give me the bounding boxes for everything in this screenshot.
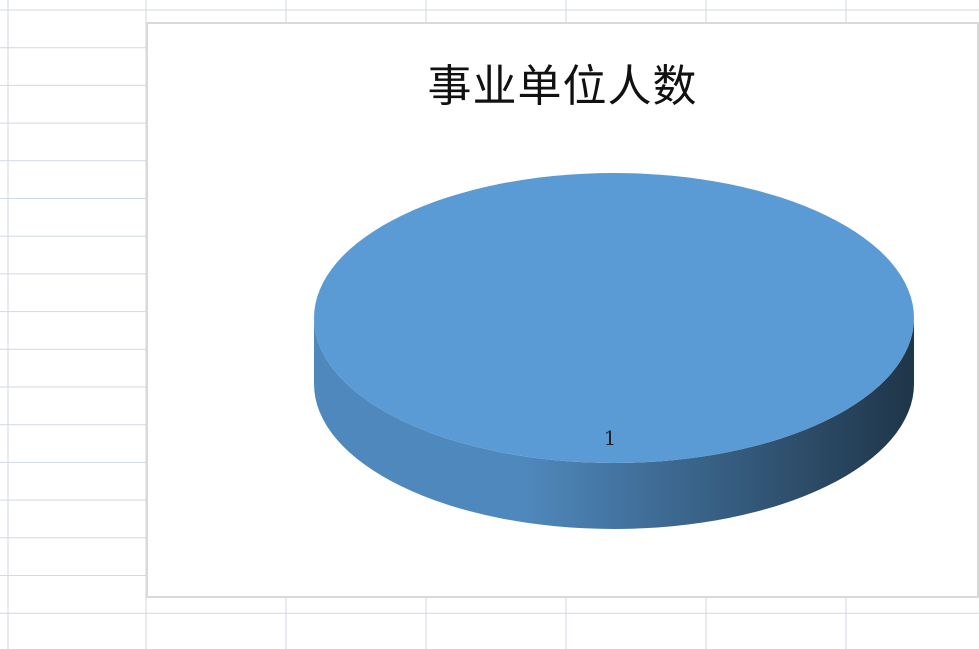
chart-area[interactable]: 事业单位人数 1 <box>146 22 979 598</box>
pie-slice-side[interactable] <box>314 318 914 529</box>
pie-chart: 1 <box>314 173 914 529</box>
chart-title: 事业单位人数 <box>427 61 698 112</box>
pie-slice[interactable] <box>314 173 914 463</box>
pie-data-label: 1 <box>604 426 617 450</box>
